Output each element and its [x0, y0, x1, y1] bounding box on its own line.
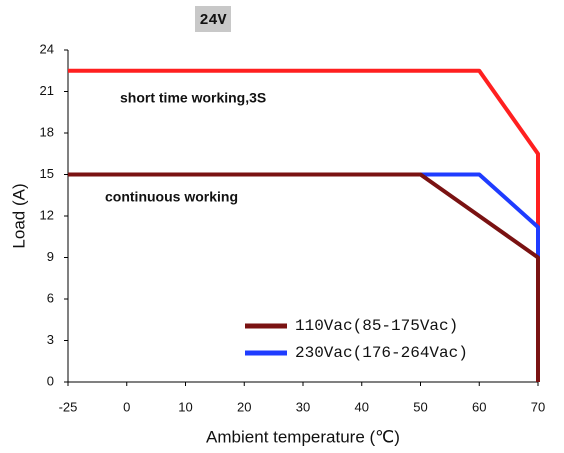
y-tick-label: 15 — [40, 166, 54, 181]
y-tick-label: 6 — [47, 290, 54, 305]
x-tick-label: 60 — [472, 399, 486, 414]
y-tick-label: 3 — [47, 332, 54, 347]
x-tick-label: 20 — [237, 399, 251, 414]
y-tick-label: 9 — [47, 249, 54, 264]
y-tick-label: 24 — [40, 41, 54, 56]
series-line — [68, 172, 540, 382]
y-axis-label: Load (A) — [9, 183, 28, 248]
x-tick-label: -25 — [59, 399, 78, 414]
annotation: short time working,3S — [120, 90, 266, 106]
x-tick-label: 40 — [355, 399, 369, 414]
x-tick-label: 0 — [123, 399, 130, 414]
chart-title: 24V — [199, 12, 226, 29]
legend-label: 110Vac(85-175Vac) — [295, 317, 458, 335]
x-axis-label: Ambient temperature (℃) — [206, 427, 400, 446]
legend-label: 230Vac(176-264Vac) — [295, 344, 468, 362]
y-tick-label: 21 — [40, 83, 54, 98]
x-tick-label: 50 — [413, 399, 427, 414]
y-tick-label: 12 — [40, 207, 54, 222]
title-background — [195, 6, 231, 32]
series-line — [68, 68, 540, 228]
y-tick-label: 18 — [40, 124, 54, 139]
series-line — [420, 172, 540, 258]
x-tick-label: 30 — [296, 399, 310, 414]
x-tick-label: 10 — [178, 399, 192, 414]
x-tick-label: 70 — [531, 399, 545, 414]
annotation: continuous working — [105, 189, 238, 205]
y-tick-label: 0 — [47, 373, 54, 388]
